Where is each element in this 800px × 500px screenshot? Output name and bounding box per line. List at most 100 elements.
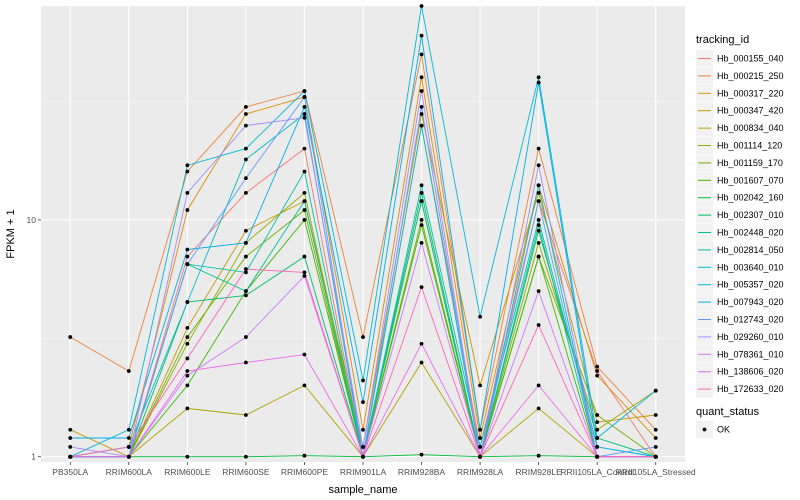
data-point xyxy=(653,413,658,417)
legend-label: Hb_002042_160 xyxy=(717,193,784,203)
data-point xyxy=(185,163,190,168)
data-point xyxy=(653,454,658,459)
data-point xyxy=(244,267,248,271)
shape-legend-items: OK xyxy=(696,421,730,438)
series-points xyxy=(68,4,658,459)
legend-label: Hb_012743_020 xyxy=(717,315,784,325)
data-point xyxy=(302,254,307,259)
data-point xyxy=(185,169,190,174)
data-point xyxy=(536,190,541,195)
data-point xyxy=(536,383,541,388)
data-point xyxy=(244,335,248,339)
data-point xyxy=(419,341,424,346)
data-point xyxy=(302,208,307,212)
data-point xyxy=(536,228,541,233)
data-point xyxy=(68,436,73,440)
data-point xyxy=(244,289,248,294)
legend-label: Hb_005357_020 xyxy=(717,280,784,290)
data-point xyxy=(126,445,131,449)
data-point xyxy=(419,104,424,109)
legend-label: Hb_029260_010 xyxy=(717,332,784,342)
y-axis-title: FPKM + 1 xyxy=(5,209,17,258)
data-point xyxy=(478,445,482,449)
data-point xyxy=(244,360,248,365)
x-tick-label: RRIM928LE xyxy=(515,467,562,477)
x-tick-label: RRIM901LA xyxy=(340,467,387,477)
data-point xyxy=(244,240,248,245)
data-point xyxy=(185,262,190,267)
data-point xyxy=(126,454,131,459)
data-point xyxy=(419,52,424,57)
x-tick-label: RRII105LA_Control xyxy=(560,467,634,477)
data-point xyxy=(419,75,424,80)
data-point xyxy=(419,199,424,204)
x-tick-label: RRIM600LA xyxy=(106,467,153,477)
data-point xyxy=(302,190,307,195)
x-tick-label: RRIM928BA xyxy=(398,467,446,477)
legend-label: Hb_172633_020 xyxy=(717,384,784,394)
shape-legend-title: quant_status xyxy=(696,406,759,418)
legend: tracking_id Hb_000155_040Hb_000215_250Hb… xyxy=(696,34,784,438)
legend-label: Hb_000317_220 xyxy=(717,88,784,98)
data-point xyxy=(185,335,190,339)
data-point xyxy=(302,146,307,151)
data-point xyxy=(302,169,307,174)
data-point xyxy=(536,199,541,204)
data-point xyxy=(419,4,424,8)
data-point xyxy=(419,89,424,93)
data-point xyxy=(419,183,424,188)
data-point xyxy=(595,454,600,459)
x-tick-label: RRIM600SE xyxy=(222,467,270,477)
legend-label: Hb_001607_070 xyxy=(717,175,784,185)
y-tick-label: 10 xyxy=(27,215,37,225)
x-axis: PB350LA RRIM600LA RRIM600LE RRIM600SE RRIM60… xyxy=(52,462,696,477)
data-point xyxy=(244,157,248,162)
data-point xyxy=(302,112,307,116)
data-point xyxy=(185,300,190,304)
data-point xyxy=(419,452,424,457)
data-point xyxy=(185,369,190,373)
data-point xyxy=(536,223,541,228)
x-tick-label: RRIM928LA xyxy=(457,467,504,477)
x-tick-label: RRIM600LE xyxy=(164,467,211,477)
data-point xyxy=(536,146,541,151)
data-point xyxy=(478,454,482,459)
data-point xyxy=(595,436,600,440)
data-point xyxy=(126,369,131,373)
data-point xyxy=(595,445,600,449)
legend-label: Hb_001114_120 xyxy=(717,141,782,151)
legend-label: Hb_000834_040 xyxy=(717,123,784,133)
data-point xyxy=(536,240,541,245)
data-point xyxy=(419,123,424,128)
data-point xyxy=(361,454,365,459)
data-point xyxy=(185,454,190,459)
data-point xyxy=(361,445,365,449)
data-point xyxy=(244,270,248,275)
data-point xyxy=(419,112,424,116)
data-point xyxy=(419,33,424,38)
data-point xyxy=(302,383,307,388)
data-point xyxy=(68,454,73,459)
data-point xyxy=(653,427,658,432)
data-point xyxy=(536,163,541,168)
data-point xyxy=(302,104,307,109)
legend-label: Hb_007943_020 xyxy=(717,297,784,307)
data-point xyxy=(244,454,248,459)
y-axis: 1 10 xyxy=(27,215,41,462)
data-point xyxy=(419,240,424,245)
data-point xyxy=(185,341,190,346)
data-point xyxy=(419,223,424,228)
data-point xyxy=(595,369,600,373)
data-point xyxy=(244,228,248,233)
data-point xyxy=(595,413,600,417)
data-point xyxy=(478,314,482,319)
data-point xyxy=(302,352,307,357)
data-point xyxy=(244,190,248,195)
data-point xyxy=(536,254,541,259)
legend-label: Hb_002307_010 xyxy=(717,210,784,220)
data-point xyxy=(536,183,541,188)
data-point xyxy=(536,80,541,85)
shape-legend-point xyxy=(702,427,707,432)
x-tick-label: RRIM600PE xyxy=(281,467,329,477)
